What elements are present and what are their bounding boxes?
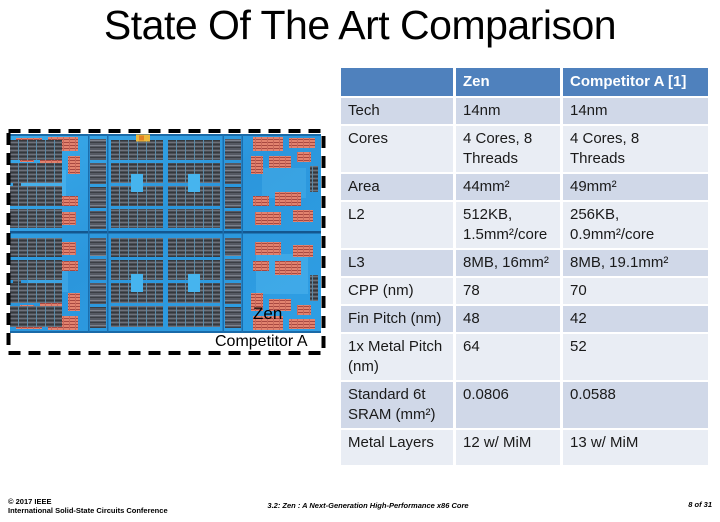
table-cell: 4 Cores, 8 Threads (563, 126, 708, 174)
table-cell: 42 (563, 306, 708, 334)
table-row-label: Metal Layers (341, 430, 456, 467)
table-row-label: Tech (341, 98, 456, 126)
table-cell: 52 (563, 334, 708, 382)
table-row: Fin Pitch (nm) 48 42 (341, 306, 708, 334)
table-row: Cores 4 Cores, 8 Threads 4 Cores, 8 Thre… (341, 126, 708, 174)
table-cell: 49mm² (563, 174, 708, 202)
table-cell: 256KB, 0.9mm²/core (563, 202, 708, 250)
table-row-label: Standard 6t SRAM (mm²) (341, 382, 456, 430)
copyright-line1: © 2017 IEEE (8, 497, 52, 506)
footer-session-title: 3.2: Zen : A Next-Generation High-Perfor… (267, 501, 469, 510)
table-cell: 4 Cores, 8 Threads (456, 126, 563, 174)
table-row-label: Fin Pitch (nm) (341, 306, 456, 334)
table-cell: 44mm² (456, 174, 563, 202)
table-row: Standard 6t SRAM (mm²) 0.0806 0.0588 (341, 382, 708, 430)
table-cell: 8MB, 16mm² (456, 250, 563, 278)
die-figure: Zen Competitor A (6, 128, 326, 358)
table-header-blank (341, 68, 456, 98)
table-cell: 512KB, 1.5mm²/core (456, 202, 563, 250)
table-cell: 0.0806 (456, 382, 563, 430)
table-row: CPP (nm) 78 70 (341, 278, 708, 306)
table-header-row: Zen Competitor A [1] (341, 68, 708, 98)
table-row-label: Area (341, 174, 456, 202)
table-row: 1x Metal Pitch (nm) 64 52 (341, 334, 708, 382)
table-row: L2 512KB, 1.5mm²/core 256KB, 0.9mm²/core (341, 202, 708, 250)
table-cell: 12 w/ MiM (456, 430, 563, 467)
table-row-label: CPP (nm) (341, 278, 456, 306)
table-cell: 78 (456, 278, 563, 306)
table-row-label: L3 (341, 250, 456, 278)
copyright-line2: International Solid-State Circuits Confe… (8, 506, 168, 515)
table-cell: 14nm (456, 98, 563, 126)
table-cell: 0.0588 (563, 382, 708, 430)
table-cell: 8MB, 19.1mm² (563, 250, 708, 278)
footer-copyright: © 2017 IEEE International Solid-State Ci… (8, 497, 168, 515)
table-header-competitor: Competitor A [1] (563, 68, 708, 98)
comparison-table: Zen Competitor A [1] Tech 14nm 14nm Core… (341, 68, 708, 467)
table-row: Area 44mm² 49mm² (341, 174, 708, 202)
footer-page-number: 8 of 31 (688, 500, 712, 509)
table-row: Metal Layers 12 w/ MiM 13 w/ MiM (341, 430, 708, 467)
slide-title: State Of The Art Comparison (103, 2, 617, 48)
zen-die-photo (6, 129, 326, 355)
table-cell: 13 w/ MiM (563, 430, 708, 467)
table-row-label: L2 (341, 202, 456, 250)
competitor-label: Competitor A (215, 333, 308, 350)
table-cell: 70 (563, 278, 708, 306)
table-row: Tech 14nm 14nm (341, 98, 708, 126)
table-row-label: Cores (341, 126, 456, 174)
zen-label: Zen (253, 304, 283, 323)
table-row: L3 8MB, 16mm² 8MB, 19.1mm² (341, 250, 708, 278)
competitor-dashed-outline (6, 129, 326, 355)
table-cell: 48 (456, 306, 563, 334)
table-header-zen: Zen (456, 68, 563, 98)
table-cell: 64 (456, 334, 563, 382)
table-row-label: 1x Metal Pitch (nm) (341, 334, 456, 382)
table-cell: 14nm (563, 98, 708, 126)
